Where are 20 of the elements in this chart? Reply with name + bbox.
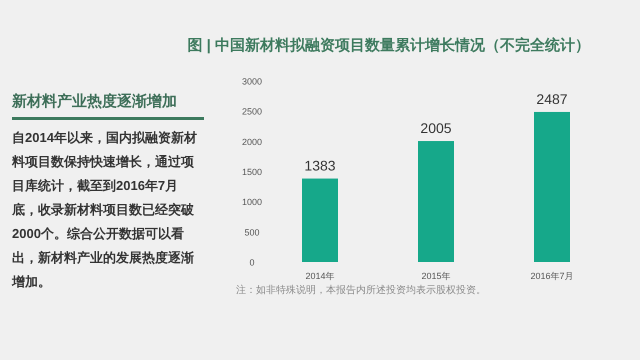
- data-label: 1383: [304, 158, 336, 174]
- chart-title: 图 | 中国新材料拟融资项目数量累计增长情况（不完全统计）: [187, 36, 590, 54]
- x-tick-label: 2016年7月: [530, 271, 574, 281]
- y-tick-label: 3000: [242, 76, 262, 86]
- text: 注：如非特殊说明，本报告内所述投资均表示股权投资。: [236, 284, 486, 297]
- y-tick-label: 0: [249, 258, 255, 268]
- y-tick-label: 2000: [242, 136, 262, 147]
- x-tick-label: 2014年: [305, 271, 335, 281]
- y-tick-label: 1500: [242, 167, 262, 177]
- bar: [418, 141, 454, 262]
- y-tick-label: 2500: [242, 106, 262, 117]
- data-label: 2487: [536, 90, 568, 107]
- data-label: 2005: [420, 120, 452, 136]
- text: 新材料产业热度逐渐增加: [12, 92, 204, 120]
- text: 自2014年以来，国内拟融资新材料项目数保持快速增长，通过项目库统计，截至到2016年7月底，收录新材料项目数已经突破2000个。综合公开数据可以看出，新材料产业的发展热度逐渐增加。: [12, 129, 198, 291]
- bar: [302, 178, 338, 262]
- y-tick-label: 1000: [242, 197, 262, 208]
- bar: [534, 112, 570, 262]
- y-tick-label: 500: [244, 227, 260, 238]
- x-tick-label: 2015年: [421, 271, 451, 281]
